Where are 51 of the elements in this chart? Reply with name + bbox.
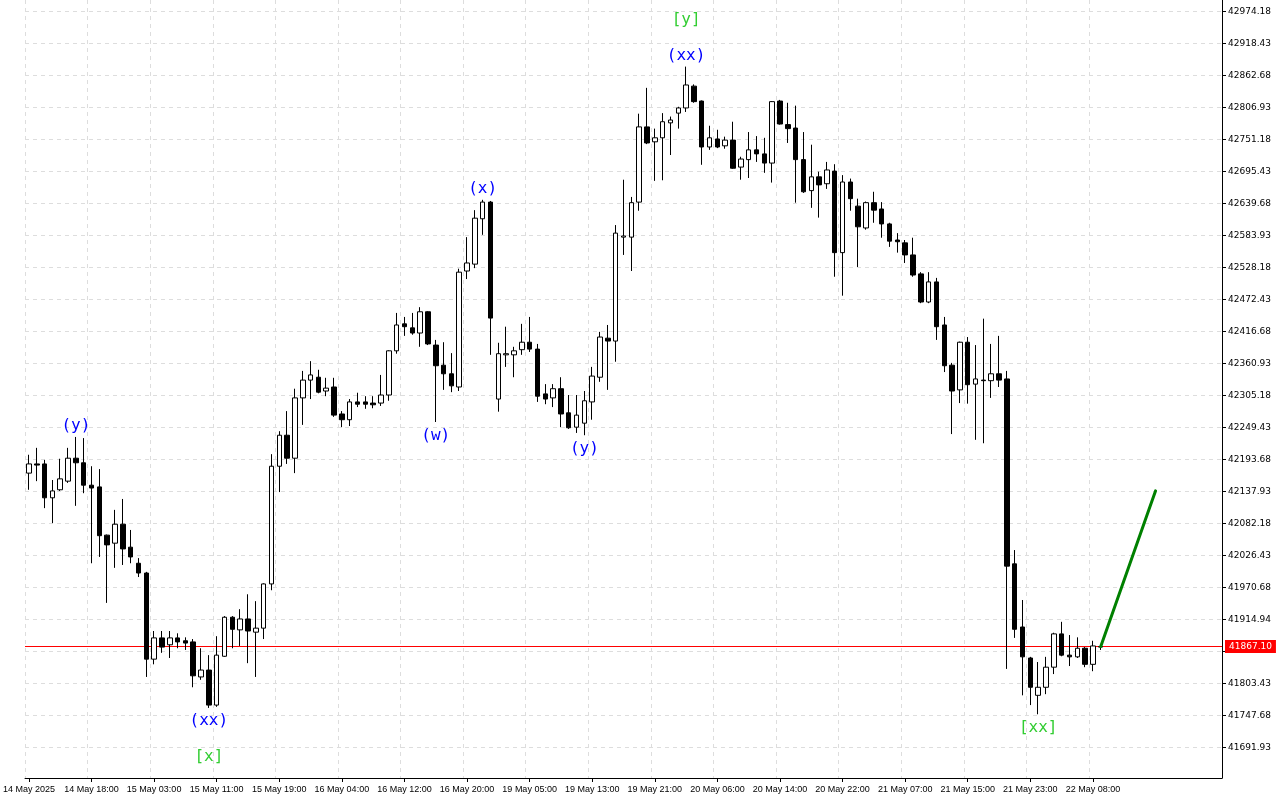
y-tick-label: 42472.43	[1228, 293, 1271, 304]
y-tick-label: 42416.68	[1228, 325, 1272, 336]
y-tick-label: 42974.18	[1228, 5, 1272, 16]
y-tick-label: 42360.93	[1228, 357, 1271, 368]
x-tick-label: 14 May 2025	[2, 783, 55, 794]
x-tick-label: 16 May 20:00	[439, 783, 495, 794]
annotation: (x)	[468, 178, 498, 198]
y-tick-label: 42137.93	[1228, 485, 1271, 496]
y-tick-label: 42862.68	[1228, 69, 1272, 80]
x-tick-label: 20 May 14:00	[752, 783, 808, 794]
annotation: (y)	[569, 437, 599, 457]
y-tick-label: 42918.43	[1228, 37, 1271, 48]
annotation: (w)	[421, 424, 451, 444]
x-tick-label: 19 May 05:00	[502, 783, 557, 794]
y-tick-label: 42305.18	[1228, 389, 1272, 400]
y-tick-label: 42639.68	[1228, 197, 1272, 208]
y-tick-label: 41914.94	[1228, 613, 1272, 624]
y-tick-label: 42751.18	[1228, 133, 1272, 144]
annotation: (xx)	[666, 45, 706, 65]
ref-line-label: 41867.10	[1229, 641, 1273, 652]
x-tick-label: 19 May 21:00	[627, 783, 683, 794]
y-tick-label: 42528.18	[1228, 261, 1272, 272]
x-tick-label: 21 May 15:00	[940, 783, 996, 794]
y-tick-label: 41970.68	[1228, 581, 1272, 592]
y-tick-label: 42026.43	[1228, 549, 1271, 560]
x-tick-label: 21 May 07:00	[877, 783, 933, 794]
x-tick-label: 15 May 03:00	[126, 783, 182, 794]
x-tick-label: 15 May 11:00	[189, 783, 244, 794]
y-tick-label: 41747.68	[1228, 710, 1272, 721]
x-tick-label: 16 May 04:00	[314, 783, 370, 794]
annotation: [xx]	[1018, 716, 1058, 736]
x-tick-label: 14 May 18:00	[64, 783, 119, 794]
x-tick-label: 16 May 12:00	[377, 783, 432, 794]
x-tick-label: 22 May 08:00	[1065, 783, 1121, 794]
x-tick-label: 20 May 22:00	[815, 783, 870, 794]
y-tick-label: 42249.43	[1228, 421, 1271, 432]
x-tick-label: 15 May 19:00	[252, 783, 307, 794]
y-tick-label: 42695.43	[1228, 165, 1271, 176]
y-tick-label: 42082.18	[1228, 517, 1272, 528]
x-tick-label: 21 May 23:00	[1003, 783, 1058, 794]
annotation: [y]	[671, 9, 701, 29]
y-tick-label: 41803.43	[1228, 678, 1271, 689]
y-tick-label: 42806.93	[1228, 101, 1271, 112]
x-tick-label: 20 May 06:00	[690, 783, 745, 794]
annotation: (y)	[61, 415, 91, 435]
x-tick-label: 19 May 13:00	[564, 783, 620, 794]
y-tick-label: 42193.68	[1228, 453, 1272, 464]
annotation: [x]	[194, 746, 224, 766]
y-tick-label: 42583.93	[1228, 229, 1271, 240]
y-tick-label: 41691.93	[1228, 742, 1271, 753]
annotation: (xx)	[189, 710, 229, 730]
